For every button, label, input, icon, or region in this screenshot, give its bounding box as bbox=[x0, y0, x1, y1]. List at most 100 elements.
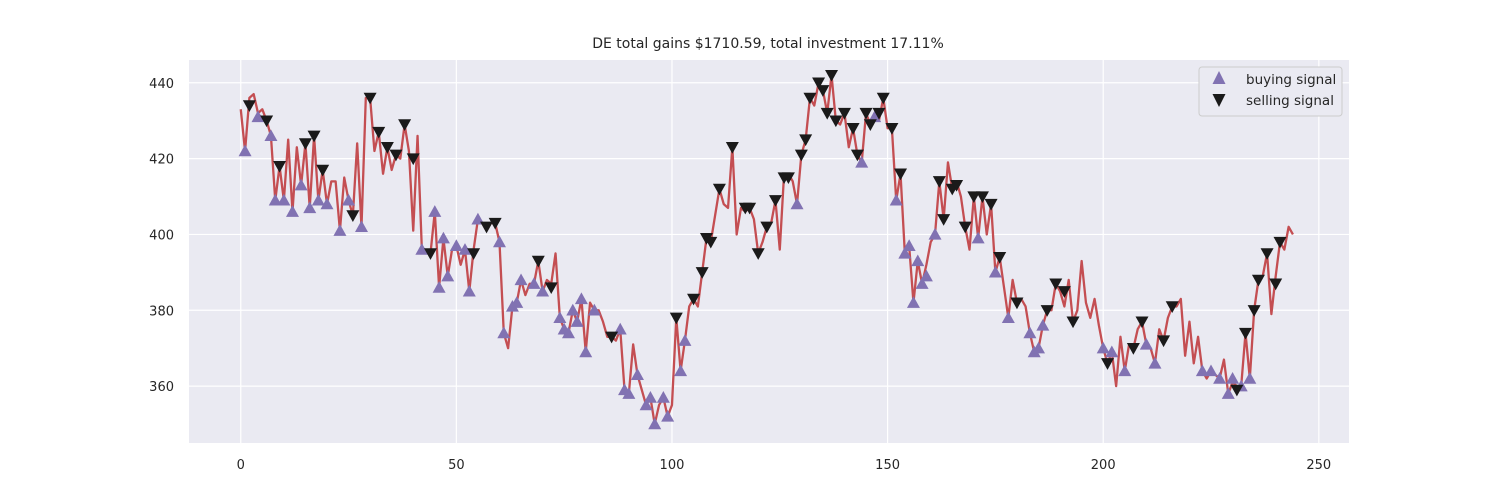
sell-signal-marker bbox=[743, 202, 757, 215]
sell-signal-marker bbox=[1247, 305, 1261, 317]
sell-signal-marker bbox=[316, 164, 330, 177]
y-tick-label: 360 bbox=[149, 380, 174, 395]
sell-signal-marker bbox=[480, 221, 494, 234]
sell-signal-marker bbox=[894, 168, 908, 181]
buy-signal-marker bbox=[268, 193, 282, 206]
buy-signal-marker bbox=[1096, 341, 1110, 354]
sell-signal-marker bbox=[984, 198, 998, 211]
sell-signal-marker bbox=[820, 107, 834, 120]
buy-signal-marker bbox=[497, 326, 511, 339]
buy-signal-marker bbox=[1243, 372, 1257, 384]
buy-signal-marker bbox=[294, 178, 308, 191]
buy-signal-marker bbox=[656, 390, 670, 403]
sell-signal-marker bbox=[967, 191, 981, 204]
buy-signal-marker bbox=[561, 326, 575, 339]
x-tick-label: 250 bbox=[1306, 458, 1331, 473]
sell-signal-marker bbox=[1239, 327, 1253, 340]
buy-signal-marker bbox=[251, 110, 265, 123]
sell-signal-marker bbox=[544, 282, 558, 295]
x-tick-label: 100 bbox=[660, 458, 685, 473]
sell-signal-marker bbox=[803, 92, 817, 105]
buy-signal-marker bbox=[238, 144, 252, 157]
sell-signal-marker bbox=[768, 195, 782, 207]
buy-signal-marker bbox=[333, 224, 347, 236]
buy-signal-marker bbox=[643, 390, 657, 403]
sell-signal-marker bbox=[885, 123, 899, 135]
buy-signal-marker bbox=[1118, 364, 1132, 377]
buy-signal-marker bbox=[630, 368, 644, 380]
buy-signal-marker bbox=[342, 193, 356, 206]
sell-signal-marker bbox=[1273, 236, 1287, 249]
buy-signal-marker bbox=[574, 292, 588, 305]
sell-signal-marker bbox=[1251, 274, 1265, 287]
sell-signal-marker bbox=[389, 149, 403, 162]
sell-signal-marker bbox=[346, 210, 360, 222]
sell-signal-marker bbox=[781, 172, 795, 185]
buy-signal-marker bbox=[436, 231, 450, 244]
buy-signal-marker bbox=[441, 269, 455, 282]
sell-markers bbox=[242, 69, 1287, 397]
buy-signal-marker bbox=[514, 273, 528, 286]
buy-signal-marker bbox=[1204, 364, 1218, 377]
sell-signal-marker bbox=[605, 331, 619, 344]
buy-signal-marker bbox=[428, 205, 442, 217]
buy-signal-marker bbox=[1195, 364, 1209, 377]
sell-signal-marker bbox=[1049, 278, 1063, 291]
buy-signal-marker bbox=[1001, 311, 1015, 324]
sell-signal-marker bbox=[859, 107, 873, 120]
sell-signal-marker bbox=[760, 221, 774, 234]
buy-signal-marker bbox=[553, 311, 567, 324]
sell-signal-marker bbox=[1057, 286, 1071, 298]
buy-signal-marker bbox=[527, 277, 541, 289]
y-tick-label: 440 bbox=[149, 77, 174, 92]
buy-signal-marker bbox=[988, 265, 1002, 278]
legend-buy-marker bbox=[1212, 71, 1226, 84]
buy-signal-marker bbox=[1148, 356, 1162, 369]
sell-signal-marker bbox=[812, 77, 826, 90]
sell-signal-marker bbox=[531, 255, 545, 268]
sell-signal-marker bbox=[372, 126, 386, 139]
x-tick-label: 50 bbox=[448, 458, 465, 473]
buy-signal-marker bbox=[471, 212, 485, 225]
buy-signal-marker bbox=[536, 284, 550, 297]
buy-signal-marker bbox=[889, 193, 903, 206]
buy-signal-marker bbox=[285, 205, 299, 217]
sell-signal-marker bbox=[958, 221, 972, 234]
sell-signal-marker bbox=[816, 85, 830, 97]
buy-signal-marker bbox=[566, 303, 580, 316]
sell-signal-marker bbox=[406, 153, 420, 166]
sell-signal-marker bbox=[799, 134, 813, 147]
buy-signal-marker bbox=[1036, 318, 1050, 331]
buy-signal-marker bbox=[579, 345, 593, 358]
buy-signal-marker bbox=[674, 364, 688, 377]
buy-signal-marker bbox=[264, 129, 278, 142]
sell-signal-marker bbox=[950, 179, 964, 192]
plot-area bbox=[189, 60, 1349, 443]
sell-signal-marker bbox=[1101, 358, 1115, 370]
buy-signal-marker bbox=[915, 277, 929, 289]
sell-signal-marker bbox=[467, 248, 481, 260]
buy-signal-marker bbox=[898, 246, 912, 259]
sell-signal-marker bbox=[704, 236, 718, 249]
sell-signal-marker bbox=[829, 115, 843, 128]
sell-signal-marker bbox=[423, 248, 437, 260]
buy-signal-marker bbox=[678, 334, 692, 346]
sell-signal-marker bbox=[687, 293, 701, 306]
sell-signal-marker bbox=[380, 142, 394, 154]
sell-signal-marker bbox=[872, 107, 886, 120]
buy-signal-marker bbox=[458, 243, 472, 255]
sell-signal-marker bbox=[712, 183, 726, 196]
buy-signal-marker bbox=[1032, 341, 1046, 354]
buy-signal-marker bbox=[303, 201, 317, 214]
buy-signal-marker bbox=[449, 239, 463, 252]
buy-signal-marker bbox=[622, 387, 636, 399]
sell-signal-marker bbox=[363, 92, 377, 105]
sell-signal-marker bbox=[850, 149, 864, 162]
sell-signal-marker bbox=[825, 69, 839, 82]
x-tick-label: 150 bbox=[875, 458, 900, 473]
buy-signal-marker bbox=[906, 296, 920, 308]
buy-signal-marker bbox=[354, 220, 368, 233]
buy-signal-marker bbox=[639, 398, 653, 411]
sell-signal-marker bbox=[1269, 278, 1283, 291]
